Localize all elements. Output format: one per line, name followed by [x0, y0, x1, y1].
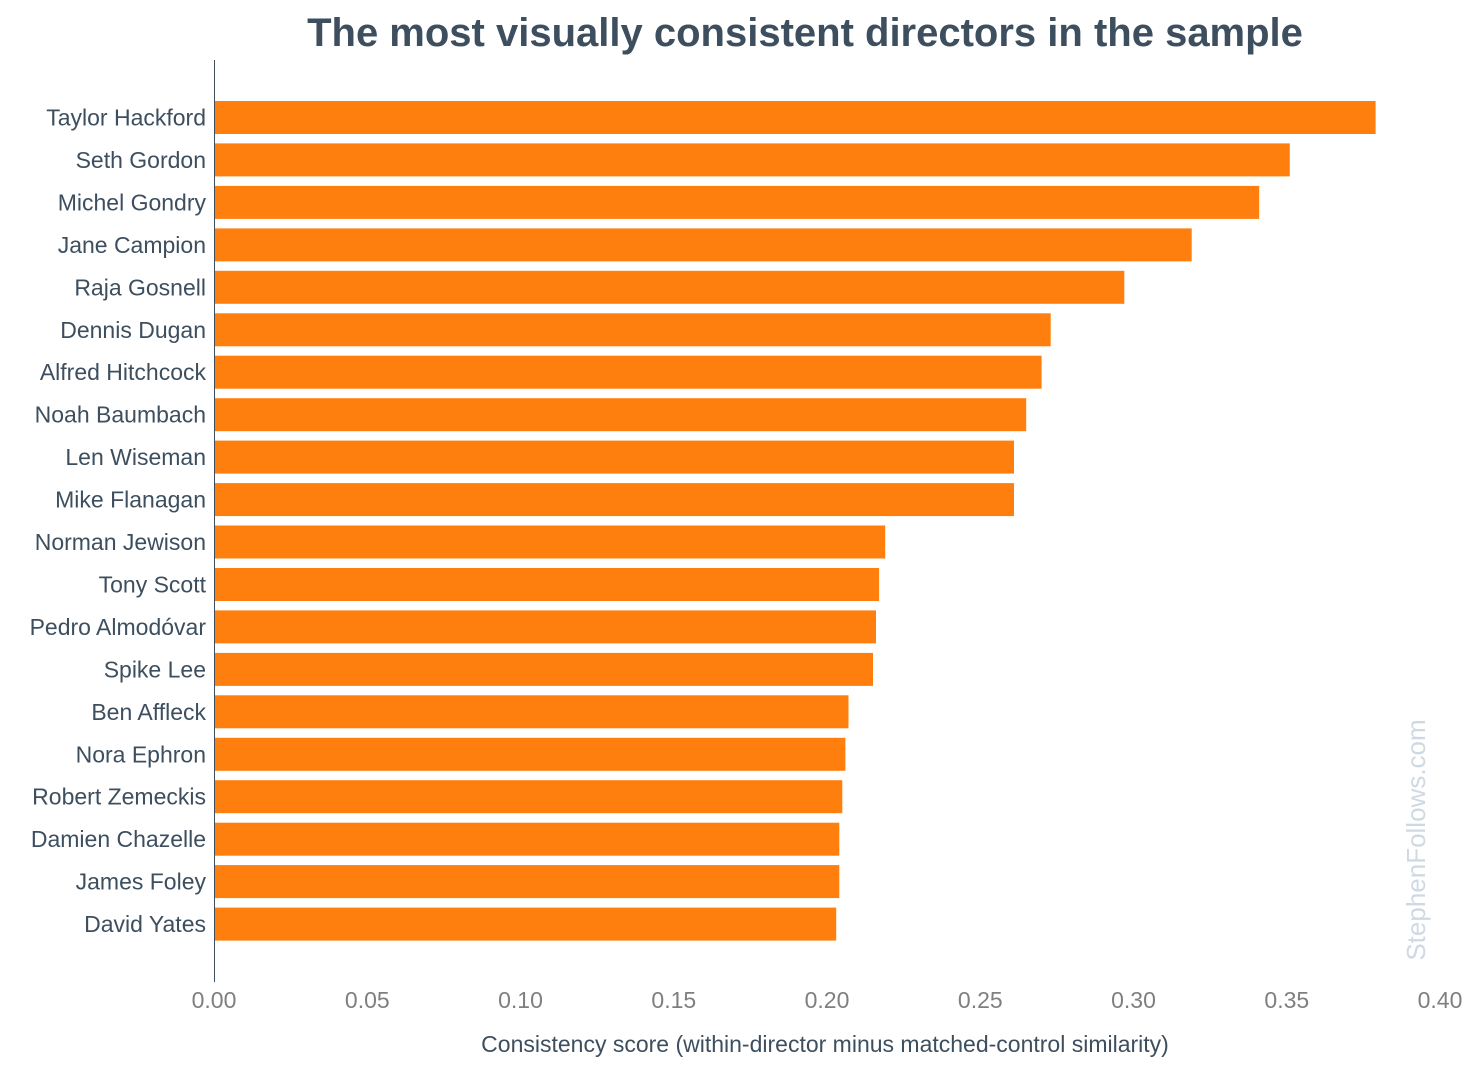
x-tick-label: 0.05 — [345, 987, 390, 1013]
x-tick-label: 0.30 — [1111, 987, 1156, 1013]
x-axis-title: Consistency score (within-director minus… — [481, 1031, 1169, 1057]
category-label: Seth Gordon — [76, 147, 206, 173]
bar-tony-scott — [215, 568, 880, 601]
bar-raja-gosnell — [215, 270, 1125, 304]
category-label: Spike Lee — [104, 656, 206, 682]
bar-james-foley — [215, 865, 840, 899]
category-label: James Foley — [76, 869, 207, 895]
x-tick-label: 0.15 — [651, 987, 696, 1013]
bar-nora-ephron — [215, 737, 846, 771]
watermark-text: StephenFollows.com — [1401, 719, 1431, 960]
x-tick-label: 0.25 — [958, 987, 1003, 1013]
x-tick-label: 0.00 — [192, 987, 237, 1013]
bar-damien-chazelle — [215, 822, 840, 856]
x-tick-label: 0.40 — [1418, 987, 1463, 1013]
bar-david-yates — [215, 907, 837, 941]
category-label: David Yates — [84, 911, 206, 937]
category-label: Noah Baumbach — [35, 402, 206, 428]
category-label: Damien Chazelle — [31, 826, 206, 852]
category-label: Ben Affleck — [91, 699, 206, 725]
bar-dennis-dugan — [215, 313, 1051, 347]
category-label: Norman Jewison — [35, 529, 206, 555]
bar-robert-zemeckis — [215, 780, 843, 814]
category-label: Mike Flanagan — [55, 487, 206, 513]
bar-ben-affleck — [215, 695, 849, 729]
category-label: Len Wiseman — [65, 444, 206, 470]
bar-pedro-almod-var — [215, 610, 876, 644]
category-label: Taylor Hackford — [46, 105, 206, 131]
category-label: Alfred Hitchcock — [40, 359, 207, 385]
x-tick-label: 0.20 — [805, 987, 850, 1013]
x-tick-labels: 0.00 0.05 0.10 0.15 0.20 0.25 0.30 0.35 0.40 — [192, 987, 1463, 1013]
category-label: Robert Zemeckis — [32, 784, 206, 810]
bar-alfred-hitchcock — [215, 355, 1042, 389]
bar-mike-flanagan — [215, 483, 1014, 517]
category-labels: Taylor Hackford Seth Gordon Michel Gondry J… — [30, 105, 207, 938]
category-label: Raja Gosnell — [74, 274, 206, 300]
bar-michel-gondry — [215, 185, 1260, 219]
bars-group — [215, 101, 1376, 941]
bar-spike-lee — [215, 652, 873, 686]
category-label: Nora Ephron — [76, 741, 206, 767]
bar-noah-baumbach — [215, 398, 1027, 432]
chart-title: The most visually consistent directors i… — [307, 11, 1303, 55]
category-label: Jane Campion — [58, 232, 206, 258]
bar-norman-jewison — [215, 525, 886, 559]
bar-seth-gordon — [215, 143, 1290, 177]
x-tick-label: 0.35 — [1264, 987, 1309, 1013]
category-label: Dennis Dugan — [60, 317, 206, 343]
bar-len-wiseman — [215, 440, 1014, 474]
x-tick-label: 0.10 — [498, 987, 543, 1013]
category-label: Tony Scott — [99, 572, 207, 598]
bar-jane-campion — [215, 228, 1192, 262]
category-label: Pedro Almodóvar — [30, 614, 207, 640]
bar-taylor-hackford — [215, 101, 1376, 134]
category-label: Michel Gondry — [58, 189, 207, 215]
